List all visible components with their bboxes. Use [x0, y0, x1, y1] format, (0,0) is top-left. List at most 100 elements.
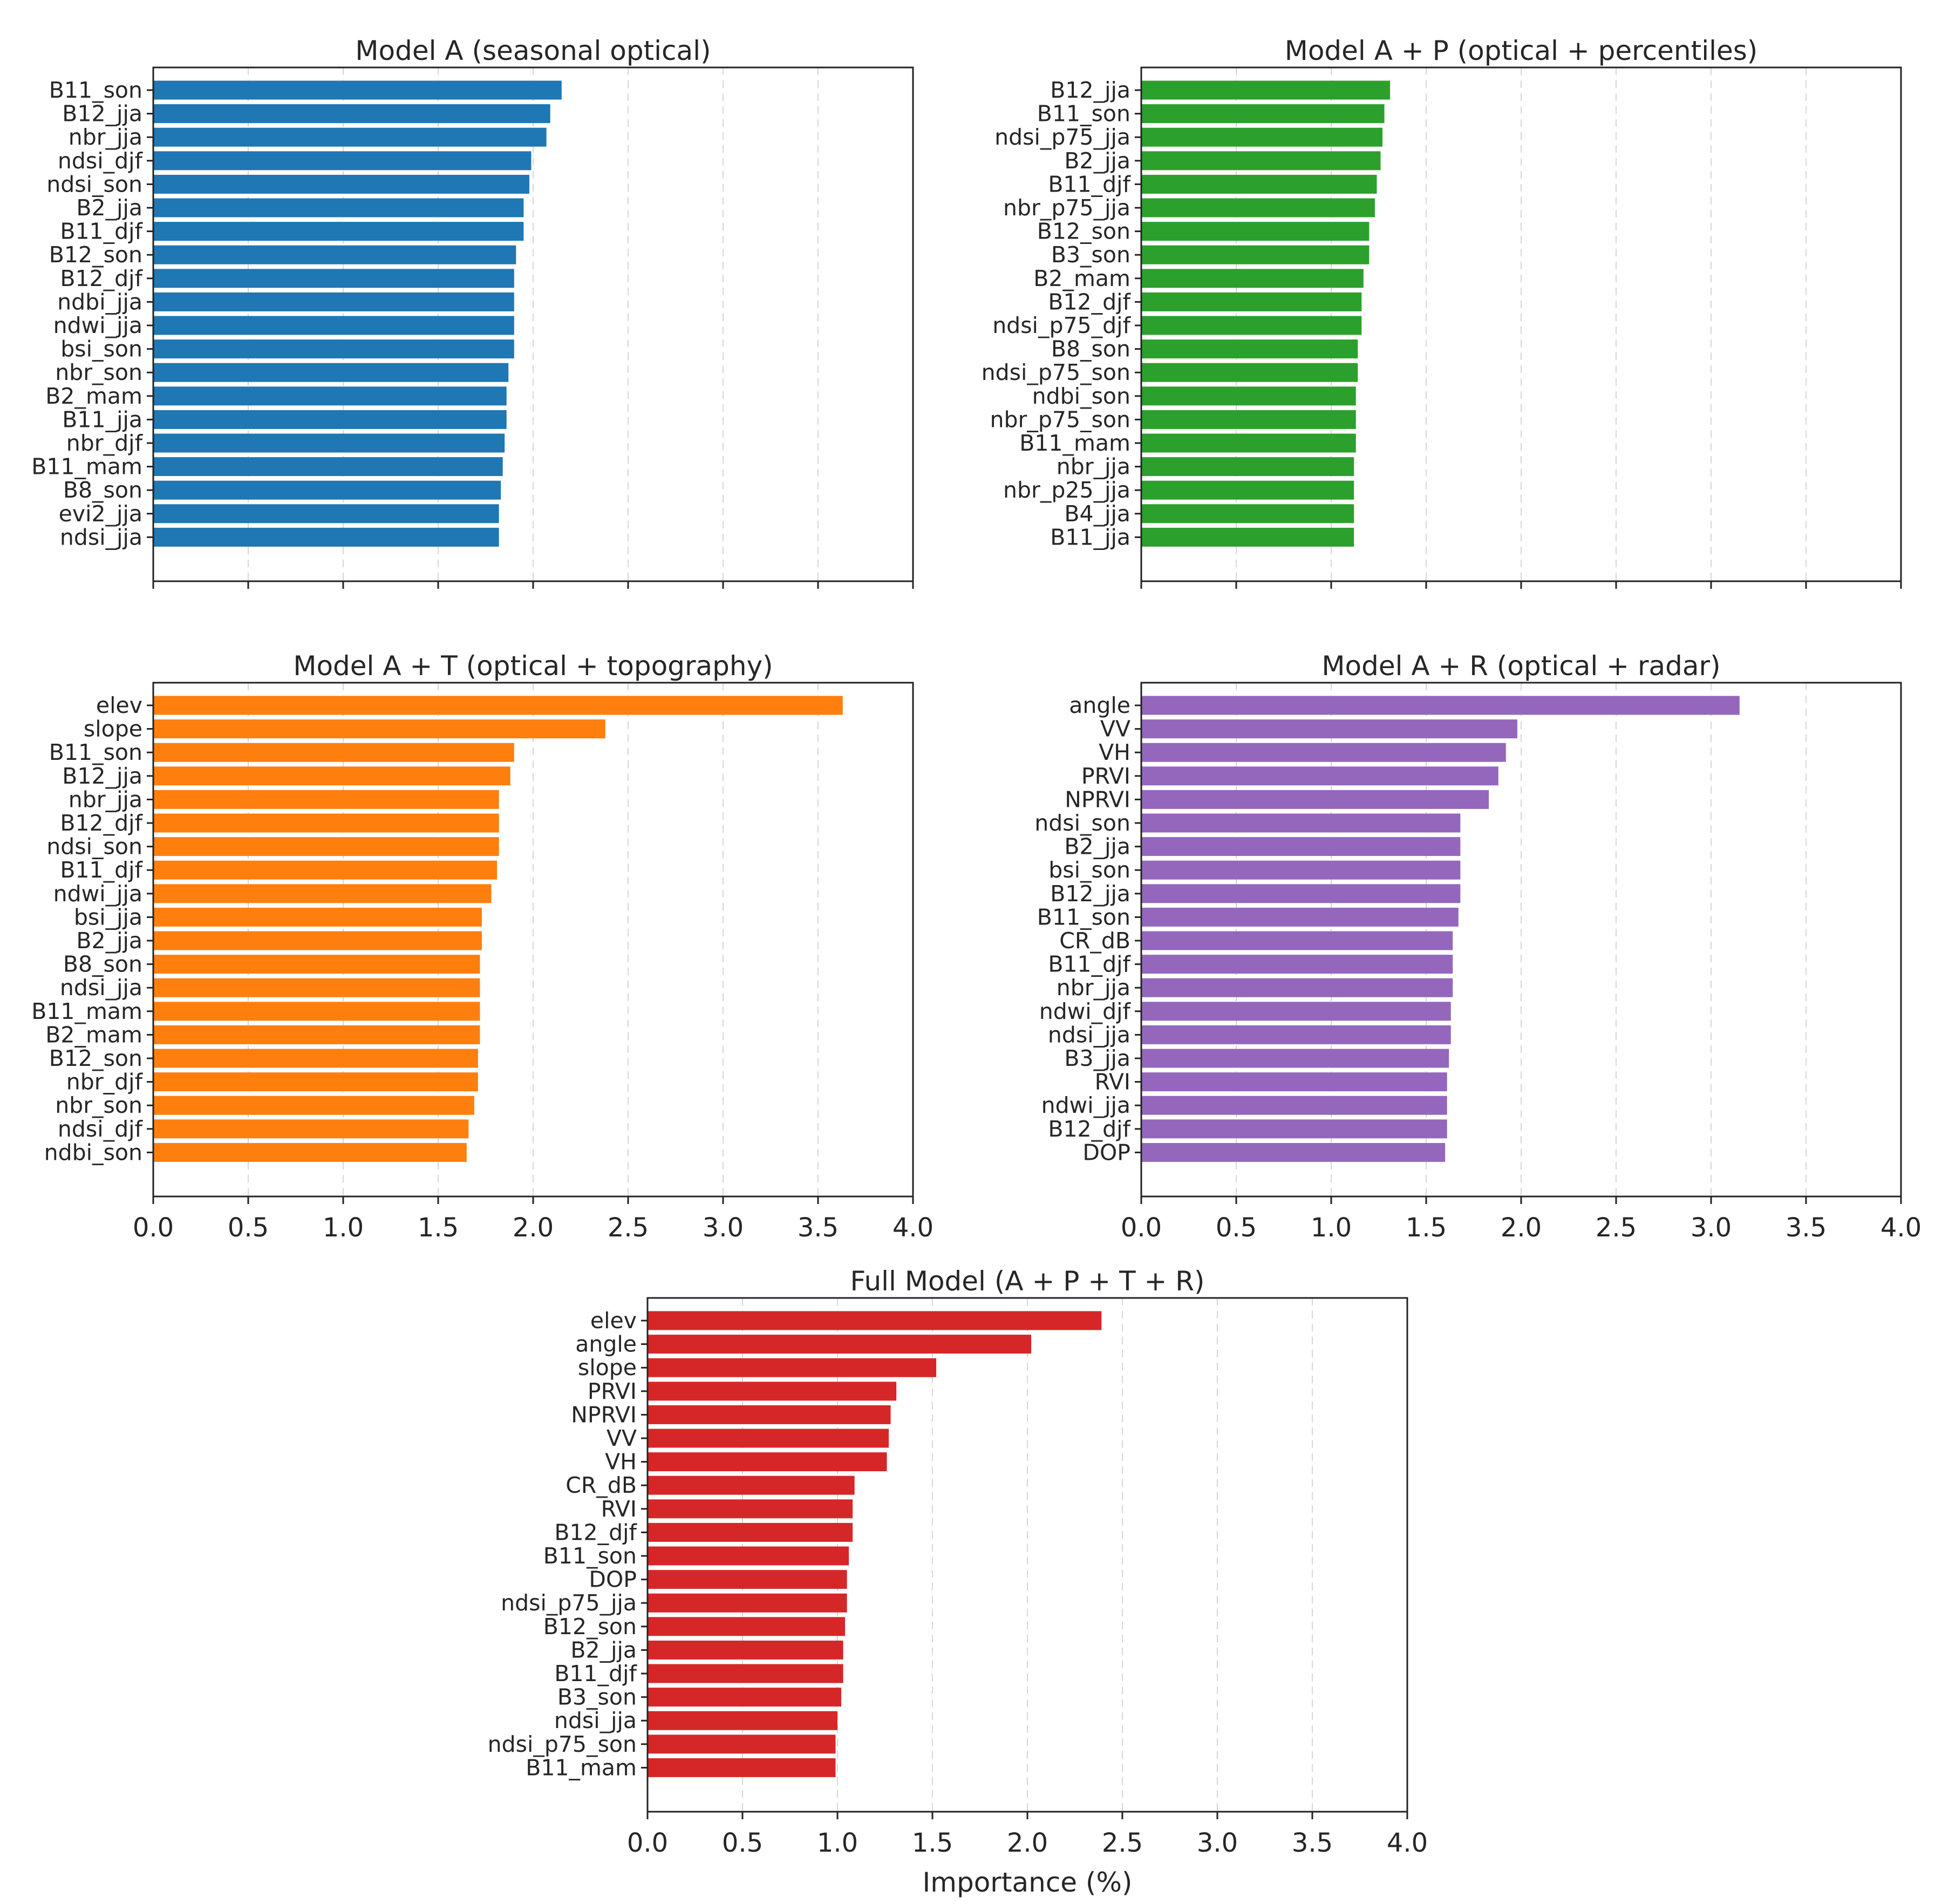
bar-b2-mam	[153, 386, 507, 406]
category-label: VV	[1100, 716, 1130, 742]
x-tick-label: 0.0	[133, 1213, 174, 1243]
bar-b11-jja	[153, 410, 507, 429]
bar-ndwi-jja	[1141, 1096, 1447, 1115]
bar-ndsi-p75-son	[1141, 363, 1358, 382]
chart-title: Model A + T (optical + topography)	[293, 650, 773, 682]
category-label: ndsi_son	[1034, 810, 1130, 836]
category-label: CR_dB	[565, 1472, 637, 1498]
bar-b11-mam	[153, 457, 503, 477]
bar-ndwi-djf	[1141, 1002, 1451, 1021]
category-label: RVI	[601, 1496, 637, 1522]
x-tick-label: 1.5	[1406, 1213, 1447, 1243]
category-label: B2_jja	[1064, 834, 1130, 860]
bar-b2-jja	[153, 931, 482, 950]
x-tick-label: 2.0	[1501, 1213, 1542, 1243]
category-label: B8_son	[63, 477, 142, 503]
bar-b11-mam	[648, 1758, 836, 1777]
bar-b12-son	[153, 245, 516, 264]
bar-b12-son	[1141, 222, 1370, 241]
category-label: B2_mam	[45, 1022, 142, 1048]
category-label: B11_son	[1037, 101, 1130, 127]
bar-ndwi-jja	[153, 316, 514, 335]
category-label: B11_djf	[1048, 951, 1131, 977]
category-label: B11_son	[1037, 904, 1130, 930]
x-tick-label: 3.0	[1691, 1213, 1732, 1243]
category-label: ndsi_djf	[58, 148, 144, 174]
category-label: B8_son	[1051, 336, 1130, 362]
category-label: ndsi_jja	[1048, 1022, 1130, 1048]
x-tick-label: 3.0	[703, 1213, 744, 1243]
bar-b11-djf	[1141, 955, 1453, 974]
bar-nprvi	[1141, 790, 1489, 809]
bar-vh	[648, 1452, 887, 1472]
bar-ndsi-p75-son	[648, 1735, 836, 1754]
category-label: B11_mam	[31, 454, 142, 480]
category-label: B12_djf	[60, 266, 143, 291]
bar-b11-djf	[153, 222, 524, 241]
category-label: slope	[578, 1355, 637, 1381]
bar-angle	[1141, 696, 1740, 715]
bar-ndsi-jja	[1141, 1025, 1451, 1044]
category-label: B2_mam	[45, 383, 142, 409]
bar-b12-jja	[153, 766, 510, 786]
category-label: B12_djf	[1048, 289, 1131, 315]
x-tick-label: 2.5	[608, 1213, 649, 1243]
bar-bsi-son	[1141, 860, 1461, 880]
category-label: ndsi_djf	[58, 1116, 144, 1142]
category-label: ndsi_son	[46, 834, 142, 860]
bar-b12-jja	[1141, 80, 1391, 100]
bar-ndsi-p75-djf	[1141, 316, 1362, 335]
category-label: B11_djf	[60, 219, 143, 244]
bar-vh	[1141, 743, 1506, 762]
bar-ndsi-son	[153, 837, 499, 856]
x-tick-label: 3.5	[798, 1213, 839, 1243]
category-label: nbr_djf	[66, 430, 144, 456]
category-label: elev	[590, 1308, 637, 1334]
category-label: B12_djf	[554, 1519, 637, 1545]
bar-b11-son	[1141, 104, 1385, 124]
bar-ndsi-p75-jja	[1141, 127, 1383, 147]
category-label: nbr_p75_son	[990, 406, 1131, 432]
category-label: ndbi_son	[44, 1139, 142, 1165]
category-label: B3_jja	[1064, 1045, 1130, 1071]
x-tick-label: 0.0	[1121, 1213, 1162, 1243]
bar-b11-son	[153, 80, 562, 100]
bar-cr-db	[1141, 931, 1453, 950]
category-label: B12_son	[49, 242, 142, 268]
category-label: ndwi_jja	[1041, 1092, 1130, 1118]
bar-b11-mam	[153, 1002, 480, 1021]
bar-nbr-p75-jja	[1141, 198, 1375, 217]
category-label: angle	[1069, 692, 1130, 718]
category-label: B12_jja	[1050, 881, 1130, 907]
bar-ndsi-jja	[153, 978, 480, 997]
x-tick-label: 1.0	[323, 1213, 364, 1243]
bar-ndwi-jja	[153, 884, 492, 903]
bar-ndsi-jja	[648, 1711, 837, 1730]
x-tick-label: 0.5	[722, 1828, 763, 1858]
category-label: PRVI	[1081, 763, 1130, 789]
category-label: nbr_son	[55, 1092, 142, 1118]
category-label: nbr_son	[55, 359, 142, 385]
category-label: nbr_p25_jja	[1003, 477, 1130, 503]
category-label: ndsi_p75_son	[982, 359, 1130, 385]
bar-b2-mam	[153, 1025, 480, 1044]
category-label: B11_djf	[554, 1661, 637, 1687]
bar-elev	[153, 696, 843, 715]
category-label: B12_djf	[1048, 1116, 1131, 1142]
bar-b12-djf	[1141, 1119, 1447, 1139]
bar-ndsi-son	[153, 174, 529, 194]
bar-bsi-jja	[153, 907, 482, 927]
bar-ndbi-son	[153, 1143, 467, 1162]
category-label: ndbi_jja	[57, 289, 142, 315]
bar-rvi	[1141, 1072, 1447, 1092]
bar-b12-jja	[153, 104, 550, 124]
x-tick-label: 4.0	[1387, 1828, 1428, 1858]
category-label: ndsi_p75_djf	[992, 312, 1131, 338]
x-tick-label: 2.0	[1007, 1828, 1048, 1858]
bar-ndsi-son	[1141, 813, 1461, 833]
bar-b12-djf	[153, 813, 499, 833]
category-label: B11_jja	[1050, 524, 1130, 550]
bar-prvi	[648, 1382, 897, 1401]
bar-b12-son	[153, 1049, 478, 1068]
